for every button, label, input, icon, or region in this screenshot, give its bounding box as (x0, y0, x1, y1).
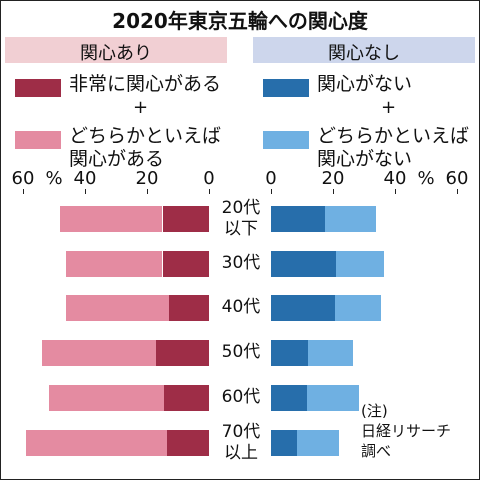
bar (336, 250, 385, 277)
x-tick-label: 20 (135, 168, 159, 189)
legend-swatch (15, 79, 61, 97)
tick-mark (332, 189, 334, 194)
tick-mark (208, 189, 210, 194)
bar (26, 429, 168, 456)
legend-swatch (15, 131, 61, 149)
tick-mark (22, 189, 24, 194)
bar (60, 206, 163, 232)
group-header (5, 37, 227, 63)
bar (162, 206, 209, 232)
bar (271, 340, 309, 367)
tick-mark (456, 189, 458, 194)
bar (167, 429, 209, 456)
bar (334, 295, 382, 322)
category-label: 30代 (221, 252, 261, 273)
x-tick-label: 60 (445, 168, 469, 189)
bar (271, 384, 307, 411)
chart-title: 2020年東京五輪への関心度 (112, 9, 368, 33)
x-tick-label: 40 (73, 168, 97, 189)
bar (164, 384, 209, 411)
bar (49, 384, 165, 411)
tick-mark (84, 189, 86, 194)
source-note: (注) 日経リサーチ 調べ (361, 402, 452, 460)
bar (271, 206, 326, 232)
bar (271, 295, 335, 322)
x-tick-label: 60 (11, 168, 35, 189)
bar (308, 340, 354, 367)
bar (271, 250, 337, 277)
category-label: 60代 (221, 386, 261, 407)
x-unit: % (417, 168, 435, 189)
tick-mark (146, 189, 148, 194)
legend-label: どちらかといえば 関心がある (69, 125, 222, 170)
x-tick-label: 40 (383, 168, 407, 189)
tick-mark (270, 189, 272, 194)
category-label: 70代 以上 (221, 421, 261, 463)
tick-mark (394, 189, 396, 194)
category-label: 20代 以下 (221, 198, 261, 239)
bar (66, 250, 163, 277)
legend-joiner: + (133, 97, 149, 118)
category-label: 40代 (221, 297, 261, 318)
legend-joiner: + (381, 97, 397, 118)
bar (66, 295, 169, 322)
bar (325, 206, 377, 232)
category-label: 50代 (221, 342, 261, 363)
bar (306, 384, 360, 411)
x-tick-label: 20 (321, 168, 345, 189)
bar (271, 429, 298, 456)
bar (162, 250, 209, 277)
legend-swatch (263, 131, 309, 149)
bar (41, 340, 157, 367)
bar (168, 295, 209, 322)
x-tick-label: 0 (203, 168, 215, 189)
legend-label: どちらかといえば 関心がない (317, 125, 470, 170)
legend-label: 関心がない (317, 73, 413, 95)
x-tick-label: 0 (265, 168, 277, 189)
group-header (253, 37, 475, 63)
legend-label: 非常に関心がある (69, 73, 222, 95)
x-unit: % (45, 168, 63, 189)
group-title: 関心あり (80, 43, 152, 64)
bar (156, 340, 209, 367)
group-title: 関心なし (328, 43, 400, 64)
bar (297, 429, 340, 456)
legend-swatch (263, 79, 309, 97)
